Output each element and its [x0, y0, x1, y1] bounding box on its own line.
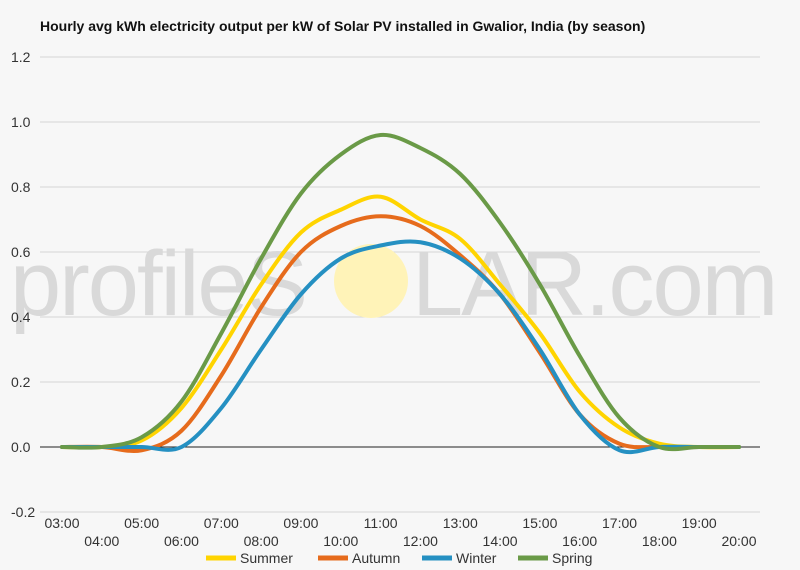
legend: Summer Autumn Winter Spring	[206, 550, 592, 566]
legend-label-summer: Summer	[240, 550, 293, 566]
x-tick-label: 11:00	[364, 515, 398, 531]
watermark-text-left: profileS	[10, 233, 306, 335]
chart-title: Hourly avg kWh electricity output per kW…	[40, 18, 646, 34]
x-tick-label: 19:00	[682, 515, 717, 531]
x-tick-label: 10:00	[323, 533, 358, 549]
series-line-autumn	[60, 214, 741, 453]
x-tick-label: 14:00	[483, 533, 518, 549]
x-tick-label: 13:00	[443, 515, 478, 531]
y-tick-label: 0.8	[11, 179, 31, 195]
x-tick-label: 15:00	[522, 515, 557, 531]
y-axis: -0.2 0.0 0.2 0.4 0.6 0.8 1.0 1.2	[11, 49, 35, 520]
series-lines	[60, 132, 741, 455]
x-tick-label: 04:00	[84, 533, 119, 549]
y-tick-label: -0.2	[11, 504, 35, 520]
watermark-sun	[334, 244, 408, 318]
y-tick-label: 1.2	[11, 49, 31, 65]
legend-label-spring: Spring	[552, 550, 592, 566]
x-tick-label: 06:00	[164, 533, 199, 549]
x-tick-label: 12:00	[403, 533, 438, 549]
series-line-spring	[60, 132, 741, 452]
x-tick-label: 07:00	[204, 515, 239, 531]
y-tick-label: 0.6	[11, 244, 31, 260]
y-tick-label: 0.0	[11, 439, 31, 455]
watermark: profileS LAR.com	[10, 233, 778, 335]
x-tick-label: 17:00	[602, 515, 637, 531]
x-tick-label: 03:00	[44, 515, 79, 531]
x-tick-label: 05:00	[124, 515, 159, 531]
y-tick-label: 1.0	[11, 114, 31, 130]
x-tick-label: 18:00	[642, 533, 677, 549]
x-tick-label: 09:00	[283, 515, 318, 531]
series-line-summer	[60, 194, 741, 450]
y-tick-label: 0.2	[11, 374, 31, 390]
x-tick-label: 08:00	[244, 533, 279, 549]
watermark-text-right: LAR.com	[412, 233, 776, 335]
x-tick-label: 16:00	[562, 533, 597, 549]
legend-label-autumn: Autumn	[352, 550, 400, 566]
series-line-winter	[60, 239, 741, 455]
y-tick-label: 0.4	[11, 309, 31, 325]
grid	[40, 56, 760, 513]
legend-label-winter: Winter	[456, 550, 497, 566]
x-tick-label: 20:00	[721, 533, 756, 549]
